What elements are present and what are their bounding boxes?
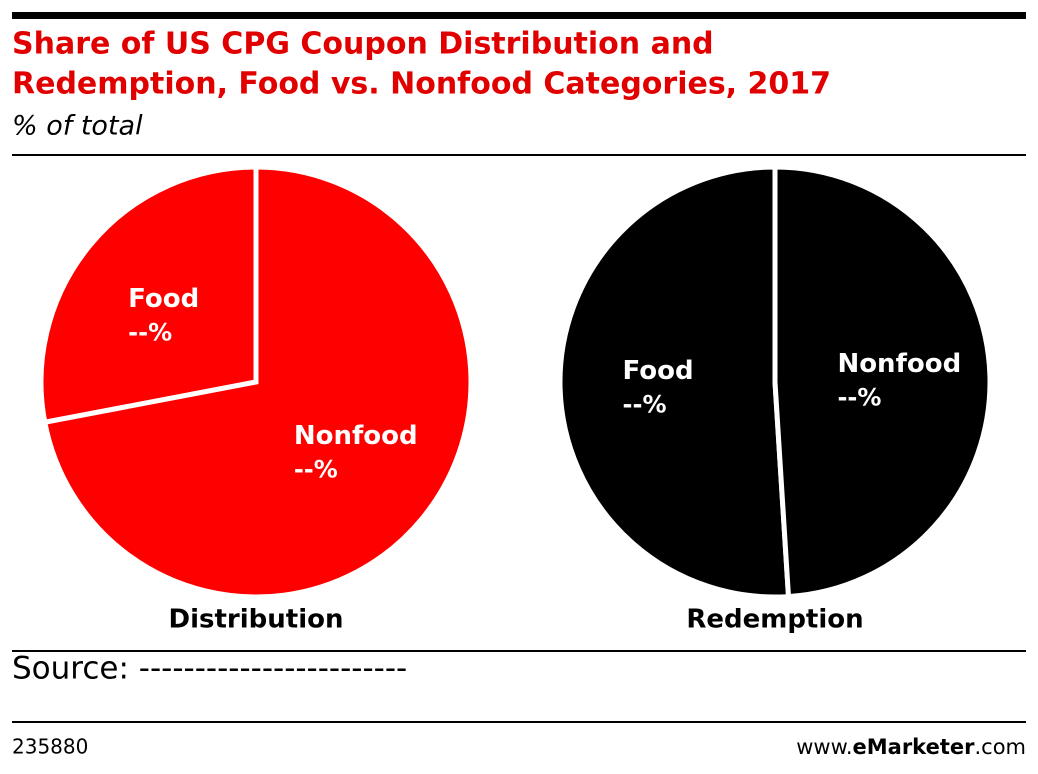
pie-slice (38, 164, 259, 426)
slice-label: Nonfood (837, 349, 961, 379)
value-label: --% (837, 384, 881, 412)
pie-title: Distribution (169, 605, 344, 635)
value-label: --% (623, 390, 667, 418)
slice-label: Food (623, 356, 694, 386)
top-bar (12, 12, 1026, 19)
pie-slice (772, 164, 993, 600)
chart-title: Share of US CPG Coupon Distribution and (12, 27, 714, 62)
site-part: .com (974, 735, 1026, 759)
pie-title: Redemption (686, 605, 863, 635)
slice-label: Food (128, 284, 199, 314)
chart-id: 235880 (12, 735, 88, 759)
site-part: eMarketer (853, 735, 976, 759)
site-part: www. (796, 735, 852, 759)
site: www.eMarketer.com (796, 735, 1026, 759)
chart-title: Redemption, Food vs. Nonfood Categories,… (12, 67, 831, 102)
chart-subtitle: % of total (12, 111, 143, 142)
value-label: --% (128, 318, 172, 346)
source: Source: ------------------------ (12, 651, 407, 687)
slice-label: Nonfood (294, 421, 418, 451)
value-label: --% (294, 456, 338, 484)
pie-slice (41, 164, 474, 600)
pie-slice (557, 164, 792, 600)
